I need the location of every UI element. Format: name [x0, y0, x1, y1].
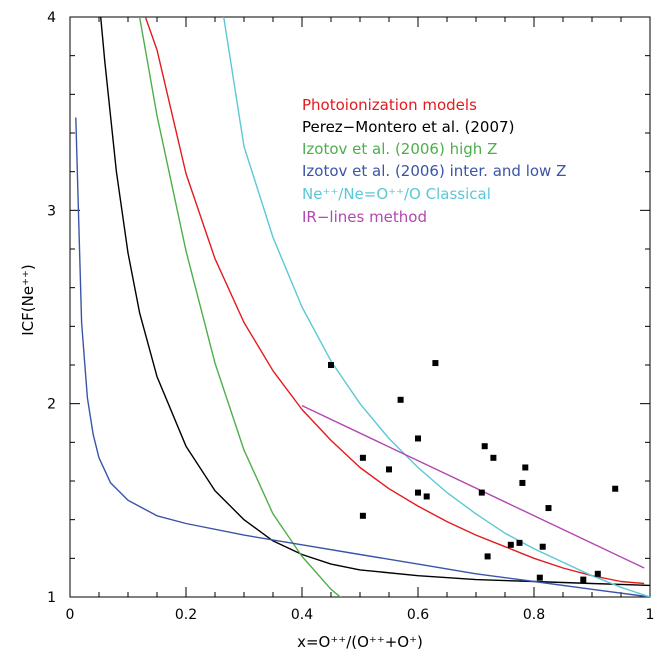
scatter-point: [519, 479, 526, 486]
scatter-point: [545, 505, 552, 512]
legend: Photoionization models Perez−Montero et a…: [302, 96, 566, 226]
scatter-point: [507, 541, 514, 548]
scatter-point: [478, 489, 485, 496]
scatter-point: [612, 485, 619, 492]
scatter-point: [432, 360, 439, 367]
scatter-point: [490, 454, 497, 461]
legend-entry: Perez−Montero et al. (2007): [302, 118, 514, 136]
series-line-ir-lines-method: [301, 404, 645, 569]
x-axis-label: x=O⁺⁺/(O⁺⁺+O⁺): [297, 633, 423, 651]
x-tick-label: 0.8: [523, 607, 545, 623]
legend-entry: Ne⁺⁺/Ne=O⁺⁺/O Classical: [302, 185, 491, 203]
scatter-points: [328, 360, 619, 583]
scatter-point: [594, 570, 601, 577]
scatter-point: [423, 493, 430, 500]
scatter-point: [522, 464, 529, 471]
legend-entry: IR−lines method: [302, 208, 427, 226]
y-tick-label: 1: [47, 590, 56, 606]
scatter-point: [328, 362, 334, 368]
scatter-point: [359, 512, 366, 519]
series-line-izotov-et-al-2006-high-z: [138, 17, 342, 597]
scatter-point: [580, 576, 587, 583]
series-lines: [75, 17, 650, 597]
scatter-point: [539, 543, 546, 550]
x-tick-label: 0.6: [407, 607, 429, 623]
series-line-ne-ne-o-o-classical: [223, 17, 650, 597]
scatter-point: [481, 443, 488, 450]
scatter-point: [516, 539, 523, 546]
scatter-point: [415, 435, 421, 442]
y-tick-label: 3: [47, 203, 56, 219]
x-tick-label: 1: [646, 607, 655, 623]
y-axis-label: ICF(Ne⁺⁺): [19, 264, 37, 336]
y-axis: 1 2 3 4: [47, 10, 650, 606]
legend-entry: Photoionization models: [302, 96, 477, 114]
series-line-photoionization-models: [144, 17, 645, 585]
x-tick-label: 0: [66, 607, 75, 623]
scatter-point: [386, 466, 392, 473]
scatter-point: [415, 489, 421, 496]
x-tick-label: 0.4: [291, 607, 313, 623]
scatter-point: [359, 454, 366, 461]
legend-entry: Izotov et al. (2006) high Z: [302, 140, 497, 158]
y-tick-label: 4: [47, 10, 56, 26]
scatter-point: [484, 553, 491, 560]
scatter-point: [536, 574, 543, 581]
scatter-point: [397, 396, 404, 403]
x-tick-label: 0.2: [175, 607, 197, 623]
series-line-izotov-et-al-2006-inter-and-low-z: [75, 117, 650, 597]
y-tick-label: 2: [47, 397, 56, 413]
legend-entry: Izotov et al. (2006) inter. and low Z: [302, 162, 566, 180]
x-axis: 0 0.2 0.4 0.6 0.8 1: [66, 17, 655, 623]
series-line-perez-montero-et-al-2007: [100, 17, 650, 587]
